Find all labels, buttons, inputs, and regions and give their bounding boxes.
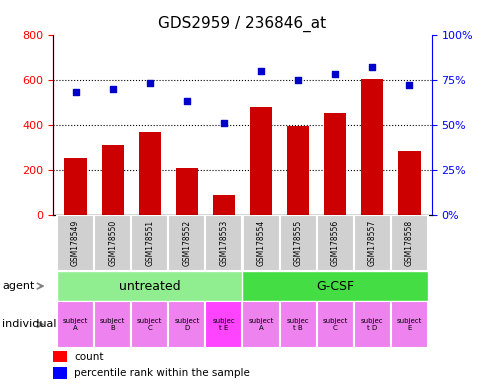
Text: GSM178555: GSM178555 — [293, 220, 302, 266]
Bar — [205, 215, 242, 271]
Bar — [397, 151, 420, 215]
Bar — [138, 132, 161, 215]
Bar — [205, 301, 242, 348]
Bar — [249, 107, 272, 215]
Bar — [57, 301, 94, 348]
Text: GSM178553: GSM178553 — [219, 220, 228, 266]
Text: subject
A: subject A — [63, 318, 88, 331]
Text: agent: agent — [2, 281, 35, 291]
Point — [257, 68, 264, 74]
Point — [368, 64, 376, 70]
Bar — [57, 271, 242, 301]
Text: GSM178551: GSM178551 — [145, 220, 154, 266]
Text: subject
D: subject D — [174, 318, 199, 331]
Text: percentile rank within the sample: percentile rank within the sample — [74, 368, 250, 378]
Text: subject
C: subject C — [322, 318, 347, 331]
Point — [405, 82, 412, 88]
Text: GSM178558: GSM178558 — [404, 220, 413, 266]
Bar — [94, 215, 131, 271]
Bar — [316, 215, 353, 271]
Bar — [323, 113, 346, 215]
Bar — [168, 215, 205, 271]
Text: count: count — [74, 352, 104, 362]
Text: subject
E: subject E — [396, 318, 421, 331]
Text: individual: individual — [2, 319, 57, 329]
Bar — [53, 351, 66, 362]
Point — [294, 77, 302, 83]
Bar — [279, 215, 316, 271]
Bar — [242, 301, 279, 348]
Bar — [57, 215, 94, 271]
Text: GSM178549: GSM178549 — [71, 220, 80, 266]
Text: GSM178554: GSM178554 — [256, 220, 265, 266]
Bar — [94, 301, 131, 348]
Point — [331, 71, 338, 77]
Bar — [353, 215, 390, 271]
Text: G-CSF: G-CSF — [316, 280, 353, 293]
Text: GSM178556: GSM178556 — [330, 220, 339, 266]
Text: subjec
t B: subjec t B — [286, 318, 309, 331]
Bar — [353, 301, 390, 348]
Bar — [279, 301, 316, 348]
Bar — [64, 158, 87, 215]
Bar — [242, 215, 279, 271]
Point — [108, 86, 116, 92]
Point — [182, 98, 190, 104]
Text: subjec
t E: subjec t E — [212, 318, 235, 331]
Text: GSM178550: GSM178550 — [108, 220, 117, 266]
Text: GSM178552: GSM178552 — [182, 220, 191, 266]
Bar — [175, 168, 197, 215]
Bar — [361, 79, 383, 215]
Point — [72, 89, 79, 95]
Text: subject
B: subject B — [100, 318, 125, 331]
Text: subject
C: subject C — [137, 318, 162, 331]
Bar — [287, 126, 309, 215]
Text: untreated: untreated — [119, 280, 180, 293]
Bar — [53, 367, 66, 379]
Text: GSM178557: GSM178557 — [367, 220, 376, 266]
Bar — [131, 215, 168, 271]
Bar — [242, 271, 427, 301]
Bar — [168, 301, 205, 348]
Bar — [390, 215, 427, 271]
Bar — [131, 301, 168, 348]
Bar — [212, 195, 235, 215]
Title: GDS2959 / 236846_at: GDS2959 / 236846_at — [158, 16, 326, 32]
Bar — [101, 145, 123, 215]
Text: subject
A: subject A — [248, 318, 273, 331]
Text: subjec
t D: subjec t D — [360, 318, 383, 331]
Point — [146, 80, 153, 86]
Bar — [316, 301, 353, 348]
Bar — [390, 301, 427, 348]
Point — [220, 120, 227, 126]
